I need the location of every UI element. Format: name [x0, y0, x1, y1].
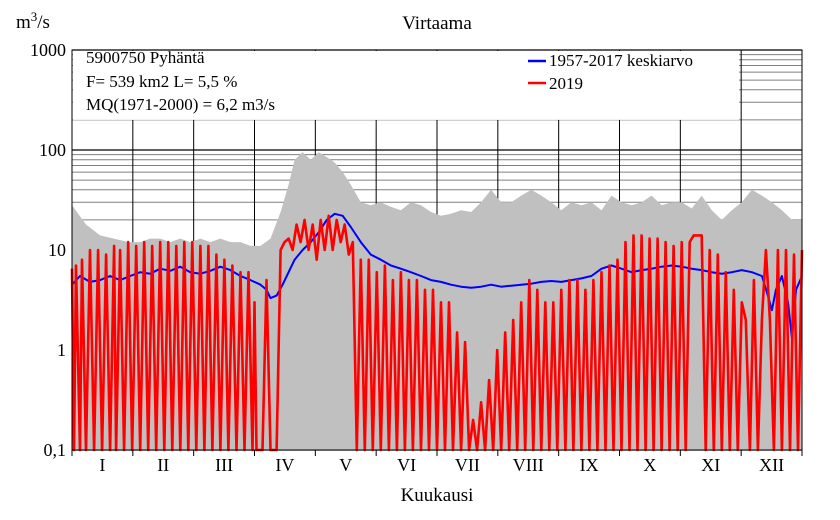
- y-axis-unit: m3/s: [16, 9, 50, 33]
- x-tick-label: VIII: [513, 455, 544, 475]
- x-axis-months: I II III IV V VI VII VIII IX X XI XII: [71, 450, 803, 475]
- station-area: F= 539 km2 L= 5,5 %: [86, 72, 237, 91]
- legend-label-2019: 2019: [549, 74, 583, 93]
- y-tick-label: 10: [48, 240, 66, 260]
- station-mq: MQ(1971-2000) = 6,2 m3/s: [86, 95, 275, 114]
- x-tick-label: IV: [275, 455, 294, 475]
- x-tick-label: VII: [455, 455, 480, 475]
- x-tick-label: XI: [701, 455, 720, 475]
- y-tick-label: 1000: [30, 40, 66, 60]
- x-tick-label: V: [339, 455, 352, 475]
- x-tick-label: II: [157, 455, 169, 475]
- series-2019-line: [70, 214, 804, 452]
- y-tick-label: 1: [57, 340, 66, 360]
- x-tick-label: X: [643, 455, 656, 475]
- x-axis-label: Kuukausi: [401, 485, 474, 506]
- station-name: 5900750 Pyhäntä: [86, 48, 205, 67]
- x-tick-label: I: [99, 455, 105, 475]
- series-lines: [70, 212, 804, 452]
- station-info-box: [73, 51, 739, 120]
- plot-frame: [71, 49, 803, 451]
- series-mean-line: [71, 212, 803, 340]
- chart-title: Virtaama: [402, 13, 472, 34]
- x-tick-label: XII: [759, 455, 784, 475]
- x-tick-label: III: [215, 455, 233, 475]
- y-axis-ticks: 1000 100 10 1 0,1: [30, 40, 66, 460]
- x-tick-label: IX: [580, 455, 599, 475]
- y-tick-label: 0,1: [44, 440, 67, 460]
- legend-label-mean: 1957-2017 keskiarvo: [549, 51, 693, 70]
- x-tick-label: VI: [397, 455, 416, 475]
- y-tick-label: 100: [39, 140, 66, 160]
